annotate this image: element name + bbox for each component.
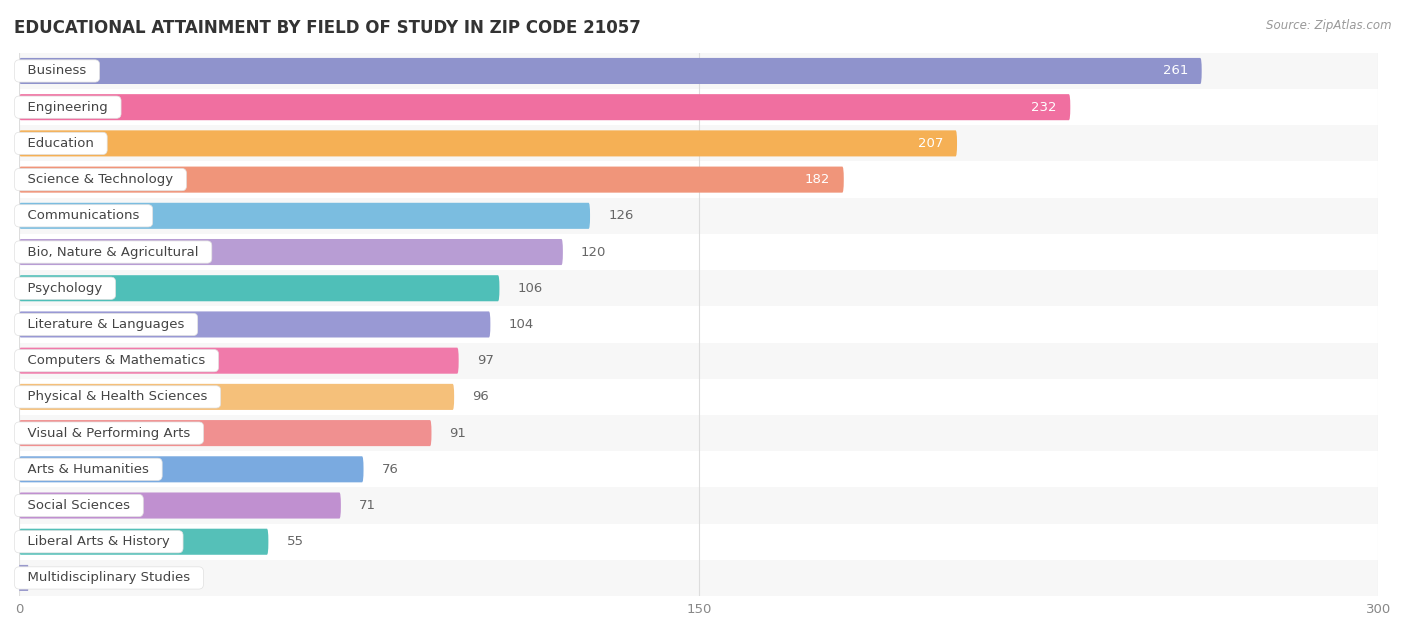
- Bar: [20, 198, 1378, 234]
- Text: Bio, Nature & Agricultural: Bio, Nature & Agricultural: [20, 245, 207, 259]
- FancyBboxPatch shape: [20, 94, 1070, 121]
- FancyBboxPatch shape: [20, 131, 957, 156]
- Text: Visual & Performing Arts: Visual & Performing Arts: [20, 427, 198, 440]
- FancyBboxPatch shape: [20, 239, 562, 265]
- Text: 55: 55: [287, 535, 304, 548]
- FancyBboxPatch shape: [20, 456, 364, 482]
- Text: 76: 76: [381, 463, 398, 476]
- Text: Arts & Humanities: Arts & Humanities: [20, 463, 157, 476]
- Bar: [20, 162, 1378, 198]
- Bar: [20, 89, 1378, 126]
- Text: Education: Education: [20, 137, 103, 150]
- Text: Liberal Arts & History: Liberal Arts & History: [20, 535, 179, 548]
- Text: EDUCATIONAL ATTAINMENT BY FIELD OF STUDY IN ZIP CODE 21057: EDUCATIONAL ATTAINMENT BY FIELD OF STUDY…: [14, 19, 641, 37]
- Text: Physical & Health Sciences: Physical & Health Sciences: [20, 391, 217, 403]
- FancyBboxPatch shape: [20, 565, 28, 591]
- Bar: [20, 343, 1378, 379]
- Text: Multidisciplinary Studies: Multidisciplinary Studies: [20, 572, 198, 584]
- FancyBboxPatch shape: [20, 420, 432, 446]
- FancyBboxPatch shape: [20, 492, 340, 519]
- FancyBboxPatch shape: [20, 384, 454, 410]
- FancyBboxPatch shape: [20, 167, 844, 192]
- Bar: [20, 487, 1378, 524]
- Bar: [20, 234, 1378, 270]
- Bar: [20, 307, 1378, 343]
- Text: Engineering: Engineering: [20, 101, 117, 114]
- Text: Business: Business: [20, 64, 96, 78]
- Text: 207: 207: [918, 137, 943, 150]
- Text: 91: 91: [450, 427, 467, 440]
- FancyBboxPatch shape: [20, 203, 591, 229]
- Text: 182: 182: [804, 173, 830, 186]
- Text: 106: 106: [517, 282, 543, 295]
- Bar: [20, 126, 1378, 162]
- Bar: [20, 270, 1378, 307]
- Bar: [20, 451, 1378, 487]
- Bar: [20, 560, 1378, 596]
- Text: Social Sciences: Social Sciences: [20, 499, 139, 512]
- Bar: [20, 415, 1378, 451]
- Text: 97: 97: [477, 354, 494, 367]
- Text: Science & Technology: Science & Technology: [20, 173, 181, 186]
- Text: 71: 71: [359, 499, 375, 512]
- Text: Psychology: Psychology: [20, 282, 111, 295]
- FancyBboxPatch shape: [20, 58, 1202, 84]
- Text: 96: 96: [472, 391, 489, 403]
- Text: 0: 0: [38, 572, 45, 584]
- Text: 261: 261: [1163, 64, 1188, 78]
- Text: Communications: Communications: [20, 209, 148, 222]
- Bar: [20, 524, 1378, 560]
- Text: 104: 104: [509, 318, 534, 331]
- Text: Computers & Mathematics: Computers & Mathematics: [20, 354, 214, 367]
- Text: Literature & Languages: Literature & Languages: [20, 318, 193, 331]
- FancyBboxPatch shape: [20, 312, 491, 338]
- Bar: [20, 379, 1378, 415]
- Text: Source: ZipAtlas.com: Source: ZipAtlas.com: [1267, 19, 1392, 32]
- Text: 126: 126: [609, 209, 634, 222]
- FancyBboxPatch shape: [20, 529, 269, 555]
- Text: 120: 120: [581, 245, 606, 259]
- FancyBboxPatch shape: [20, 348, 458, 374]
- Text: 232: 232: [1031, 101, 1057, 114]
- Bar: [20, 53, 1378, 89]
- FancyBboxPatch shape: [20, 275, 499, 301]
